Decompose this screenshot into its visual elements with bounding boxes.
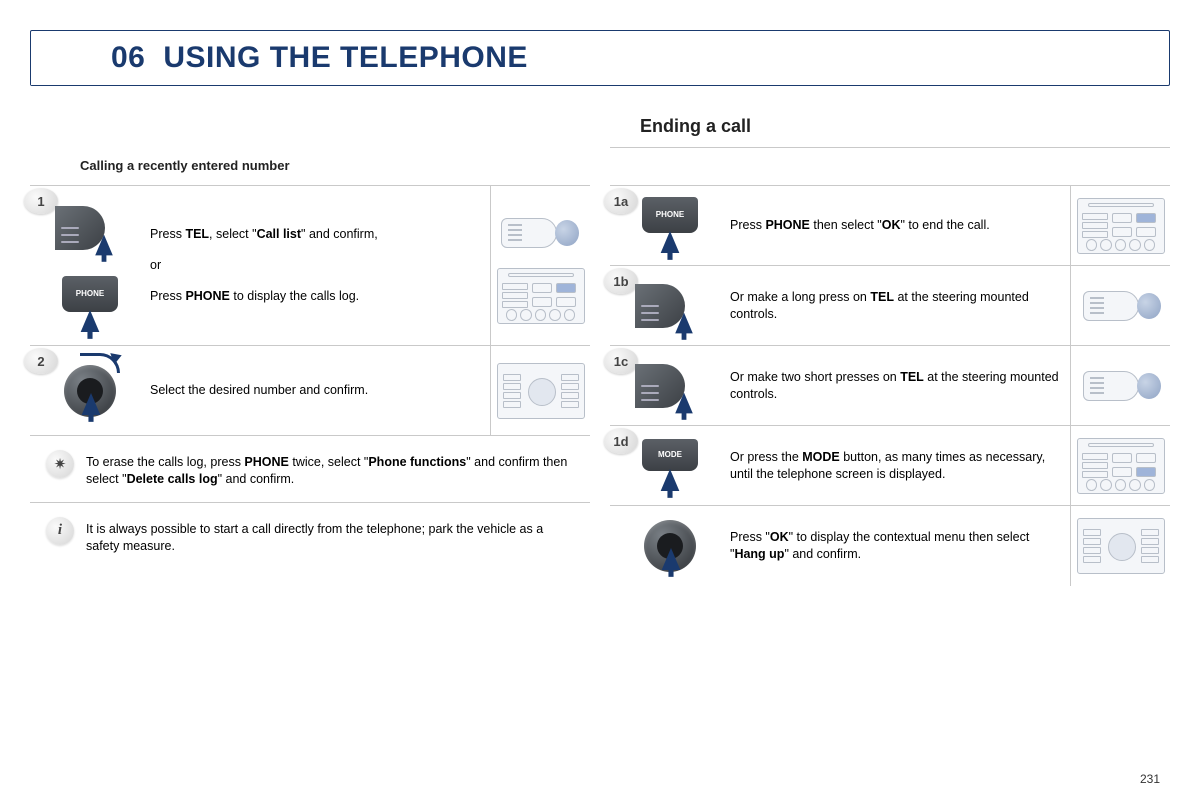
chapter-title: 06 USING THE TELEPHONE [51,41,1149,75]
step-diagram [1070,186,1170,265]
tip-text: To erase the calls log, press PHONE twic… [86,450,578,488]
step-1-line-1: Press TEL, select "Call list" and confir… [150,226,378,243]
step-number: 1b [604,268,638,294]
phone-button-label: PHONE [642,197,698,233]
step-number: 1 [24,188,58,214]
diagram-stalk-icon [1079,281,1163,331]
tip-icon: ✷ [46,450,74,478]
chapter-title-banner: 06 USING THE TELEPHONE [30,30,1170,86]
step-diagram [1070,266,1170,345]
step-diagram [1070,426,1170,505]
diagram-radio-icon [1077,198,1165,254]
phone-button-label: PHONE [62,276,118,312]
step-row-1d: 1d MODE Or press the MODE button, as man… [610,426,1170,506]
step-1a-text: Press PHONE then select "OK" to end the … [730,217,990,234]
rotary-dial-icon [640,516,700,576]
step-diagram [1070,506,1170,586]
step-1-line-2: Press PHONE to display the calls log. [150,288,378,305]
diagram-dial-icon [497,363,585,419]
phone-button-icon: PHONE [642,197,698,255]
diagram-radio-icon [497,268,585,324]
step-text: Select the desired number and confirm. [150,346,490,435]
phone-button-icon: PHONE [62,276,118,334]
diagram-stalk-icon [1079,361,1163,411]
step-text: Press PHONE then select "OK" to end the … [730,186,1070,265]
steering-stalk-icon [635,356,705,416]
mode-button-label: MODE [642,439,698,471]
diagram-radio-icon [1077,438,1165,494]
step-row-1: 1 PHONE Press TEL, select "Call list" an… [30,186,590,346]
chapter-text: USING THE TELEPHONE [163,41,528,74]
step-2-text: Select the desired number and confirm. [150,382,368,399]
step-1b-text: Or make a long press on TEL at the steer… [730,289,1062,323]
step-number: 1c [604,348,638,374]
step-row-1a: 1a PHONE Press PHONE then select "OK" to… [610,186,1170,266]
tip-note: ✷ To erase the calls log, press PHONE tw… [30,436,590,503]
diagram-stalk-icon [497,208,581,258]
step-icon-cell [610,506,730,586]
step-ok-text: Press "OK" to display the contextual men… [730,529,1062,563]
chapter-number: 06 [111,41,145,74]
step-diagram [1070,346,1170,425]
step-diagram [490,346,590,435]
step-number: 2 [24,348,58,374]
content-columns: Calling a recently entered number 1 PHON… [30,106,1170,586]
step-diagram [490,186,590,345]
steering-stalk-icon [635,276,705,336]
step-text: Or make a long press on TEL at the steer… [730,266,1070,345]
step-text: Press TEL, select "Call list" and confir… [150,186,490,345]
info-icon: i [46,517,74,545]
left-column: Calling a recently entered number 1 PHON… [30,106,590,586]
mode-button-icon: MODE [642,439,698,493]
step-1d-text: Or press the MODE button, as many times … [730,449,1062,483]
step-row-1c: 1c Or make two short presses on TEL at t… [610,346,1170,426]
step-number: 1d [604,428,638,454]
right-heading: Ending a call [610,106,1170,148]
steering-stalk-icon [55,198,125,258]
diagram-dial-icon [1077,518,1165,574]
info-note: i It is always possible to start a call … [30,503,590,569]
step-text: Or make two short presses on TEL at the … [730,346,1070,425]
step-row-1b: 1b Or make a long press on TEL at the st… [610,266,1170,346]
step-row-2: 2 Select the desired number and confirm. [30,346,590,436]
step-number: 1a [604,188,638,214]
info-text: It is always possible to start a call di… [86,517,578,555]
step-1c-text: Or make two short presses on TEL at the … [730,369,1062,403]
rotary-dial-icon [60,361,120,421]
step-row-ok: Press "OK" to display the contextual men… [610,506,1170,586]
page-number: 231 [1140,772,1160,786]
step-text: Press "OK" to display the contextual men… [730,506,1070,586]
step-1-or: or [150,257,378,274]
step-text: Or press the MODE button, as many times … [730,426,1070,505]
right-column: Ending a call 1a PHONE Press PHONE then … [610,106,1170,586]
left-sub-heading: Calling a recently entered number [30,146,590,186]
